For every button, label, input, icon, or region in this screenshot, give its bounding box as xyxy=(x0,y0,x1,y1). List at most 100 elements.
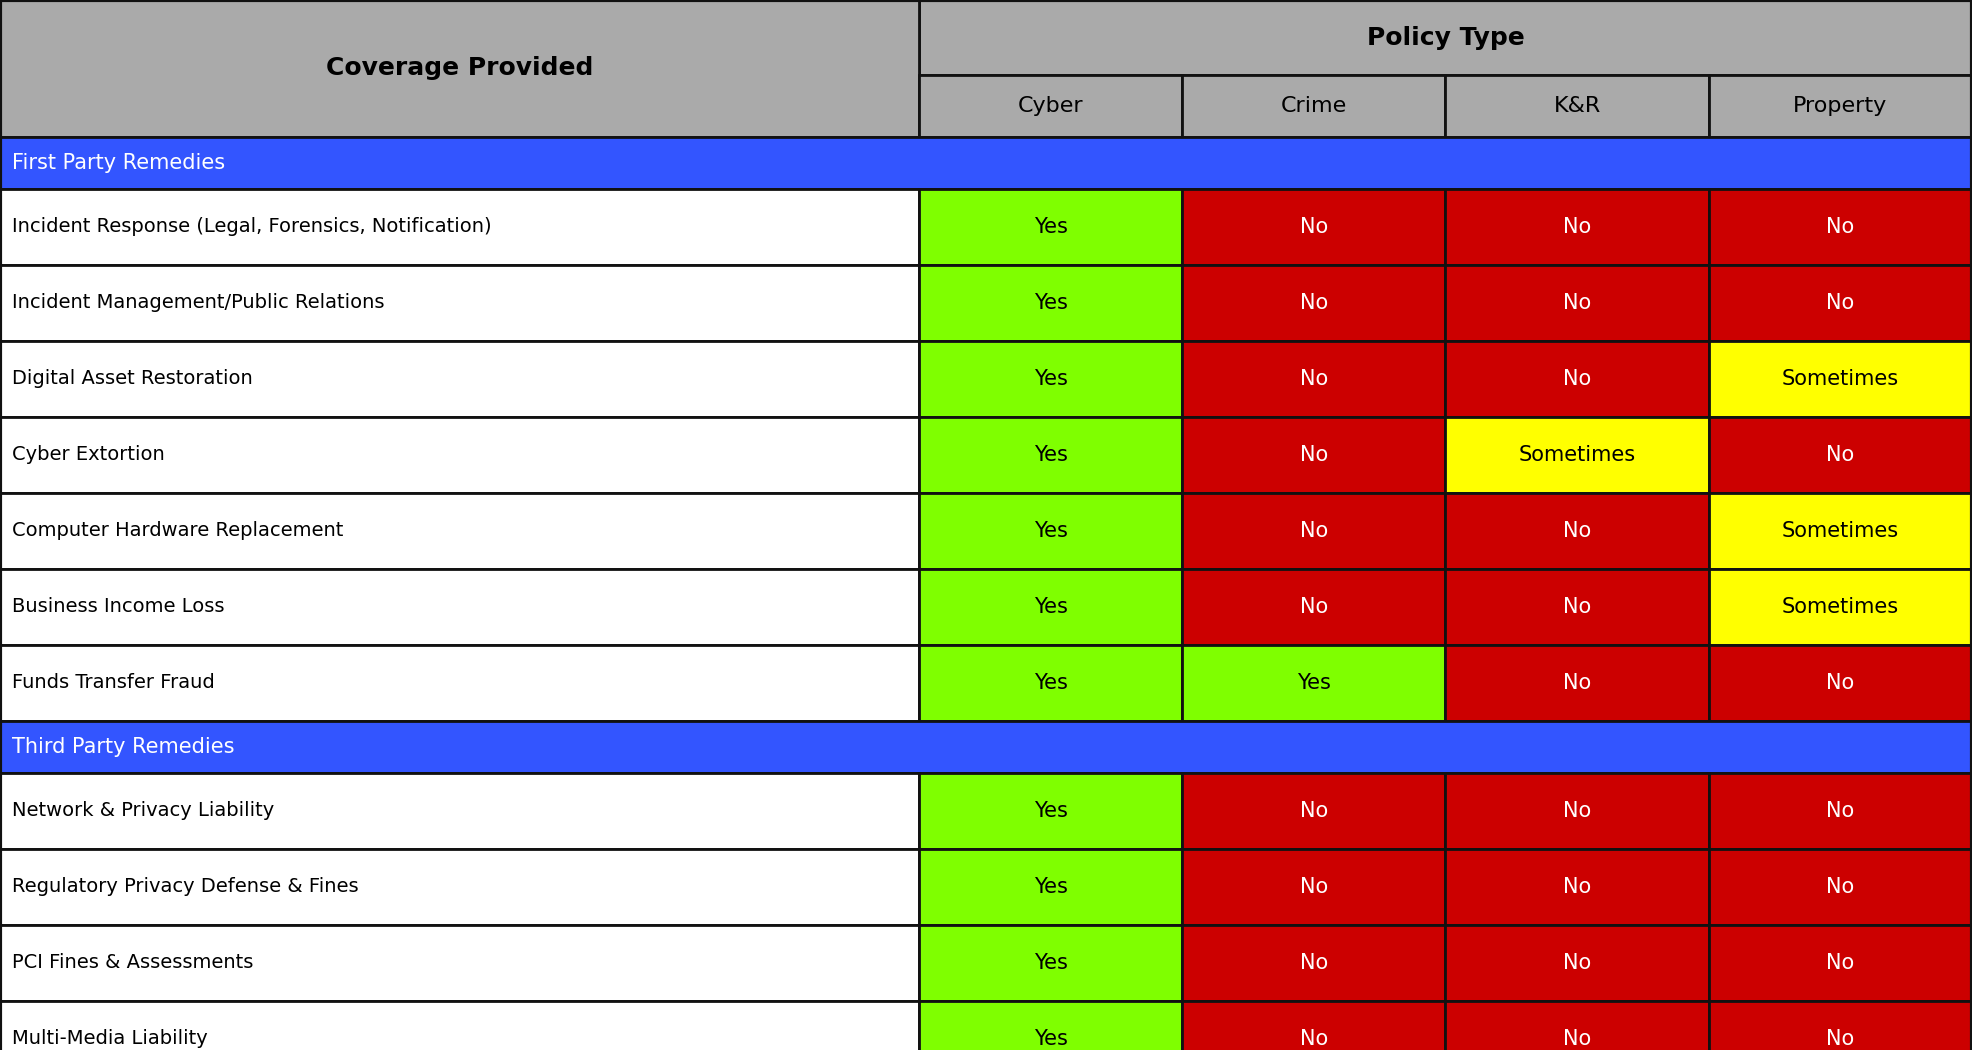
Bar xyxy=(919,645,1181,721)
Text: Cyber Extortion: Cyber Extortion xyxy=(12,445,166,464)
Bar xyxy=(1708,925,1972,1001)
Text: No: No xyxy=(1564,217,1591,237)
Bar xyxy=(0,849,919,925)
Text: Coverage Provided: Coverage Provided xyxy=(325,57,594,81)
Text: Sometimes: Sometimes xyxy=(1783,597,1899,617)
Bar xyxy=(0,925,919,1001)
Text: Property: Property xyxy=(1793,96,1887,116)
Text: No: No xyxy=(1300,877,1327,897)
Text: Yes: Yes xyxy=(1033,597,1067,617)
Bar xyxy=(0,773,919,849)
Bar xyxy=(919,265,1181,341)
Text: Yes: Yes xyxy=(1033,673,1067,693)
Bar xyxy=(1445,645,1708,721)
Text: No: No xyxy=(1564,953,1591,973)
Bar xyxy=(919,494,1181,569)
Text: No: No xyxy=(1564,597,1591,617)
Bar xyxy=(1181,773,1445,849)
Bar xyxy=(1708,569,1972,645)
Text: Yes: Yes xyxy=(1033,445,1067,465)
Text: No: No xyxy=(1564,521,1591,541)
Text: Third Party Remedies: Third Party Remedies xyxy=(12,737,235,757)
Text: Funds Transfer Fraud: Funds Transfer Fraud xyxy=(12,673,215,693)
Text: No: No xyxy=(1826,1029,1854,1049)
Bar xyxy=(0,136,1972,189)
Text: Yes: Yes xyxy=(1033,521,1067,541)
Text: PCI Fines & Assessments: PCI Fines & Assessments xyxy=(12,953,252,972)
Bar xyxy=(1445,417,1708,494)
Bar xyxy=(1708,645,1972,721)
Bar xyxy=(1708,75,1972,136)
Bar xyxy=(0,645,919,721)
Bar xyxy=(0,0,919,136)
Text: Yes: Yes xyxy=(1033,801,1067,821)
Bar xyxy=(919,0,1972,75)
Bar xyxy=(1445,569,1708,645)
Text: No: No xyxy=(1826,673,1854,693)
Bar xyxy=(1708,849,1972,925)
Text: Cyber: Cyber xyxy=(1018,96,1083,116)
Bar xyxy=(0,1001,919,1050)
Bar xyxy=(1445,341,1708,417)
Bar xyxy=(919,341,1181,417)
Bar xyxy=(919,773,1181,849)
Text: First Party Remedies: First Party Remedies xyxy=(12,153,225,173)
Bar xyxy=(919,569,1181,645)
Text: No: No xyxy=(1300,293,1327,313)
Bar xyxy=(1181,341,1445,417)
Bar xyxy=(0,494,919,569)
Bar xyxy=(0,721,1972,773)
Bar xyxy=(1445,189,1708,265)
Text: No: No xyxy=(1300,521,1327,541)
Bar xyxy=(1181,569,1445,645)
Bar xyxy=(1708,1001,1972,1050)
Bar xyxy=(1708,265,1972,341)
Bar xyxy=(919,1001,1181,1050)
Text: Business Income Loss: Business Income Loss xyxy=(12,597,225,616)
Text: Incident Response (Legal, Forensics, Notification): Incident Response (Legal, Forensics, Not… xyxy=(12,217,491,236)
Text: Yes: Yes xyxy=(1033,217,1067,237)
Text: No: No xyxy=(1564,801,1591,821)
Bar xyxy=(0,417,919,494)
Text: Sometimes: Sometimes xyxy=(1518,445,1635,465)
Text: No: No xyxy=(1300,369,1327,388)
Text: No: No xyxy=(1826,445,1854,465)
Text: K&R: K&R xyxy=(1554,96,1601,116)
Bar xyxy=(1181,417,1445,494)
Bar xyxy=(0,189,919,265)
Bar xyxy=(1445,773,1708,849)
Text: Yes: Yes xyxy=(1298,673,1331,693)
Text: Crime: Crime xyxy=(1280,96,1347,116)
Bar xyxy=(1708,773,1972,849)
Text: Yes: Yes xyxy=(1033,877,1067,897)
Text: No: No xyxy=(1300,801,1327,821)
Text: No: No xyxy=(1564,1029,1591,1049)
Text: Yes: Yes xyxy=(1033,369,1067,388)
Text: No: No xyxy=(1826,801,1854,821)
Bar xyxy=(1445,494,1708,569)
Text: No: No xyxy=(1826,953,1854,973)
Bar xyxy=(1445,849,1708,925)
Text: No: No xyxy=(1300,953,1327,973)
Bar xyxy=(1181,925,1445,1001)
Bar xyxy=(0,341,919,417)
Bar xyxy=(919,849,1181,925)
Bar xyxy=(1708,189,1972,265)
Bar xyxy=(1181,265,1445,341)
Bar xyxy=(1445,925,1708,1001)
Bar xyxy=(919,417,1181,494)
Text: Yes: Yes xyxy=(1033,1029,1067,1049)
Text: No: No xyxy=(1826,877,1854,897)
Text: No: No xyxy=(1564,673,1591,693)
Text: Yes: Yes xyxy=(1033,953,1067,973)
Bar xyxy=(0,265,919,341)
Text: No: No xyxy=(1564,293,1591,313)
Text: Incident Management/Public Relations: Incident Management/Public Relations xyxy=(12,294,385,313)
Text: Regulatory Privacy Defense & Fines: Regulatory Privacy Defense & Fines xyxy=(12,878,359,897)
Text: No: No xyxy=(1300,445,1327,465)
Text: Digital Asset Restoration: Digital Asset Restoration xyxy=(12,370,252,388)
Text: No: No xyxy=(1300,597,1327,617)
Bar xyxy=(919,75,1181,136)
Text: No: No xyxy=(1564,877,1591,897)
Bar xyxy=(919,189,1181,265)
